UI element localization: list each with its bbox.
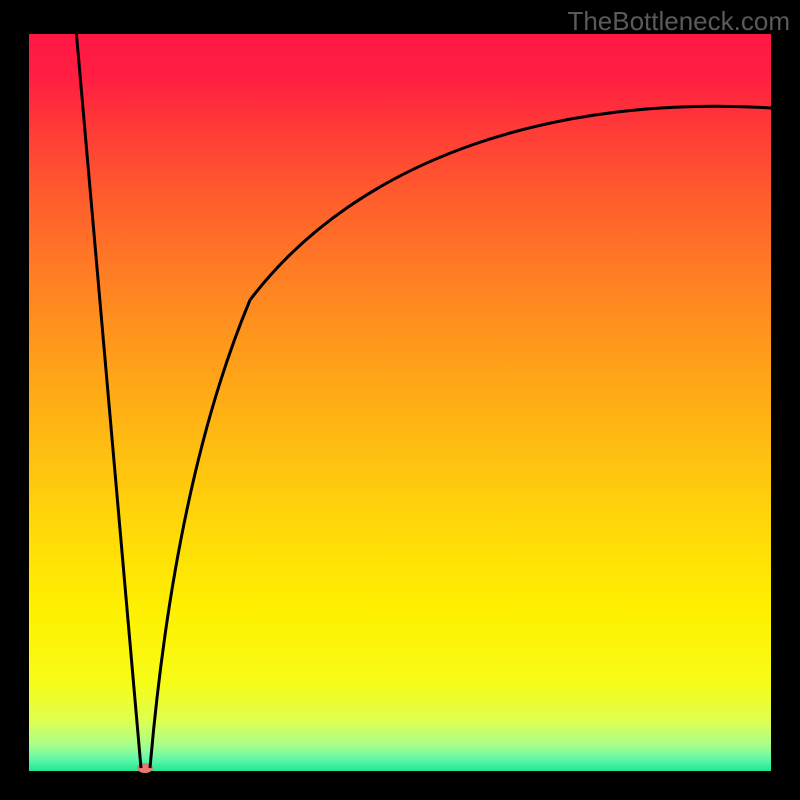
- attribution-label: TheBottleneck.com: [567, 6, 790, 37]
- bottleneck-chart: TheBottleneck.com: [0, 0, 800, 800]
- gradient-plot-area: [29, 34, 771, 771]
